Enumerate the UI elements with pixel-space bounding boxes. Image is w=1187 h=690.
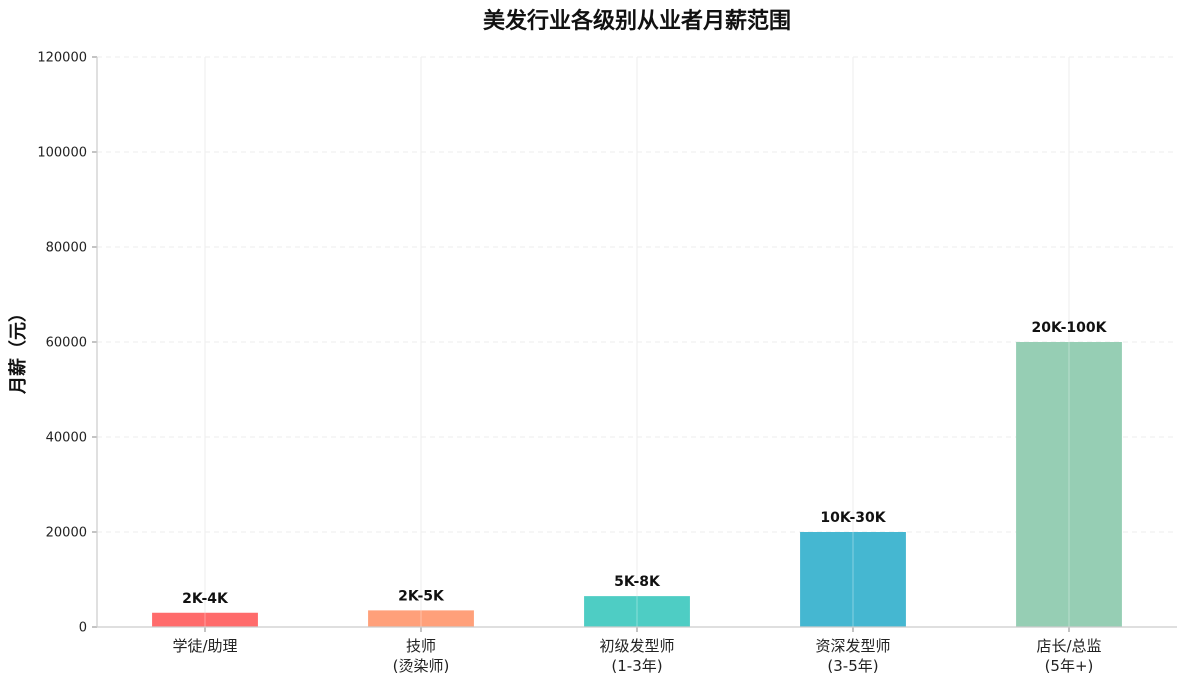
grid xyxy=(97,56,1177,627)
y-axis-label: 月薪（元） xyxy=(7,304,29,395)
x-tick-label: (烫染师) xyxy=(393,657,450,675)
x-tick-label: (1-3年) xyxy=(611,657,662,675)
y-tick-label: 20000 xyxy=(46,526,87,541)
chart-title: 美发行业各级别从业者月薪范围 xyxy=(483,8,791,34)
bars xyxy=(152,342,1122,627)
bar-data-label: 10K-30K xyxy=(820,510,886,526)
x-tick-label: (5年+) xyxy=(1045,657,1094,675)
labels: 0 20000 40000 60000 80000 100000 120000 2K-4K 学徒… xyxy=(37,51,1107,676)
x-tick-label: 店长/总监 xyxy=(1036,637,1101,655)
bar xyxy=(152,612,258,627)
bar xyxy=(584,596,690,627)
y-tick-label: 40000 xyxy=(46,431,87,446)
y-tick-label: 80000 xyxy=(46,241,87,256)
bar-data-label: 5K-8K xyxy=(614,574,661,590)
bar-data-label: 2K-5K xyxy=(398,588,445,604)
x-tick-label: 技师 xyxy=(406,637,436,655)
x-tick-label: (3-5年) xyxy=(827,657,878,675)
bar-data-label: 2K-4K xyxy=(182,591,229,607)
x-tick-label: 资深发型师 xyxy=(815,637,890,655)
y-tick-label: 0 xyxy=(79,621,87,636)
y-tick-label: 60000 xyxy=(46,336,87,351)
bar-data-label: 20K-100K xyxy=(1032,320,1108,336)
bar xyxy=(800,532,906,627)
y-tick-label: 120000 xyxy=(37,51,87,66)
x-tick-label: 初级发型师 xyxy=(599,637,674,655)
bar xyxy=(1016,342,1122,627)
bar xyxy=(368,610,474,627)
x-tick-label: 学徒/助理 xyxy=(172,637,237,655)
axes xyxy=(92,56,1177,632)
y-tick-label: 100000 xyxy=(37,146,87,161)
